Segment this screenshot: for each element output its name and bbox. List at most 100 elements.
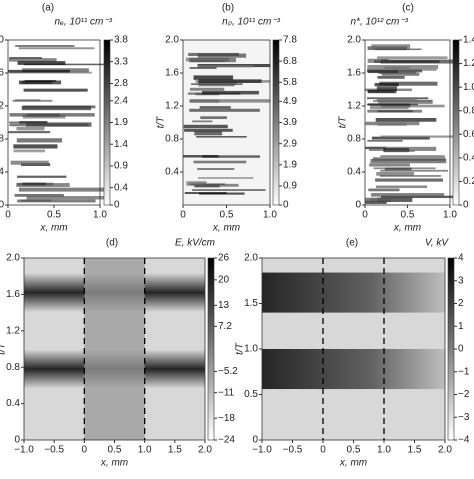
streak bbox=[383, 150, 415, 152]
streak bbox=[188, 52, 239, 56]
streak bbox=[202, 155, 261, 158]
colorbar-label: n*, 10¹² cm⁻³ bbox=[350, 17, 408, 28]
streak bbox=[22, 114, 66, 119]
streak bbox=[184, 128, 233, 132]
colorbar-tick-label: 0.2 bbox=[463, 176, 474, 187]
streak bbox=[189, 57, 236, 63]
colorbar-tick-label: 0.9 bbox=[283, 181, 297, 192]
x-axis-label: x, mm bbox=[212, 223, 240, 234]
y-tick-label: 2.0 bbox=[165, 35, 179, 46]
y-tick-label: 0 bbox=[355, 200, 361, 211]
streak bbox=[189, 87, 225, 91]
streak bbox=[21, 199, 52, 202]
x-axis-label: x, mm bbox=[393, 223, 421, 234]
streak bbox=[9, 113, 95, 117]
streak bbox=[197, 168, 235, 170]
streak bbox=[383, 148, 410, 153]
streak bbox=[18, 47, 95, 50]
colorbar-tick-label: 1.0 bbox=[463, 82, 474, 93]
colorbar-tick-label: −2 bbox=[458, 389, 470, 400]
streak bbox=[22, 182, 46, 186]
colorbar-tick-label: 2.9 bbox=[283, 138, 297, 149]
x-tick-label: 1.5 bbox=[168, 445, 182, 456]
y-tick-label: 0.8 bbox=[165, 134, 179, 145]
y-axis-label: t/T bbox=[338, 116, 349, 129]
streak bbox=[17, 61, 66, 65]
colorbar-tick-label: 3.8 bbox=[114, 35, 128, 46]
streak bbox=[189, 108, 260, 112]
streak bbox=[377, 197, 413, 202]
colorbar-tick-label: 2.4 bbox=[114, 95, 128, 106]
streak bbox=[367, 139, 403, 142]
y-axis-label: t/T bbox=[235, 342, 246, 355]
colorbar-tick-label: 0.9 bbox=[114, 161, 128, 172]
streak bbox=[375, 178, 444, 182]
x-tick-label: −1.0 bbox=[14, 445, 34, 456]
colorbar-tick-label: 0 bbox=[463, 200, 469, 211]
x-tick-label: 2.0 bbox=[438, 445, 452, 456]
streak bbox=[198, 83, 235, 87]
x-tick-label: 1.5 bbox=[408, 445, 422, 456]
streak bbox=[381, 72, 420, 76]
y-tick-label: 1.0 bbox=[244, 344, 258, 355]
colorbar-tick-label: 4.9 bbox=[283, 96, 297, 107]
colorbar bbox=[207, 257, 215, 441]
streak bbox=[371, 193, 445, 197]
streak bbox=[24, 80, 56, 82]
colorbar-tick-label: 7.2 bbox=[218, 321, 232, 332]
colorbar-tick-label: 0 bbox=[458, 344, 464, 355]
streak bbox=[380, 195, 457, 199]
streak bbox=[379, 175, 442, 177]
colorbar-tick-label: −5.2 bbox=[218, 366, 238, 377]
colorbar-tick-label: 1.9 bbox=[283, 159, 297, 170]
colorbar bbox=[103, 39, 111, 206]
y-tick-label: 0 bbox=[252, 435, 258, 446]
streak bbox=[196, 183, 239, 187]
streak bbox=[367, 69, 437, 71]
streak bbox=[369, 104, 409, 110]
streak bbox=[200, 116, 227, 120]
colorbar-tick-label: 3.3 bbox=[114, 56, 128, 67]
x-axis-label: x, mm bbox=[39, 223, 67, 234]
colorbar-label: V, kV bbox=[425, 238, 449, 249]
x-tick-label: 0 bbox=[362, 210, 368, 221]
panel: 0 0.5 1.0 0 0.4 0.8 1.2 1.6 2.0 x, mm t/T (c) n*, 10… bbox=[338, 3, 474, 234]
colorbar-tick-label: 1.4 bbox=[114, 139, 128, 150]
y-tick-label: 0.8 bbox=[0, 134, 4, 145]
streak bbox=[375, 118, 437, 122]
streak bbox=[9, 71, 92, 74]
streak bbox=[26, 196, 105, 200]
colorbar-tick-label: −18 bbox=[218, 413, 235, 424]
colorbar bbox=[272, 39, 280, 206]
colorbar-label: nₑ, 10¹¹ cm⁻³ bbox=[55, 17, 113, 28]
x-axis-label: x, mm bbox=[100, 458, 128, 469]
colorbar bbox=[447, 257, 455, 441]
streak bbox=[377, 122, 407, 126]
streak bbox=[189, 67, 217, 69]
streak bbox=[376, 171, 414, 176]
streak bbox=[197, 65, 254, 68]
streak bbox=[376, 86, 398, 91]
streak bbox=[17, 199, 96, 203]
colorbar-tick-label: 20 bbox=[218, 274, 230, 285]
streak bbox=[380, 169, 449, 172]
streak bbox=[198, 177, 254, 179]
colorbar-tick-label: 0.4 bbox=[463, 152, 474, 163]
colorbar-label: nₚ, 10¹¹ cm⁻³ bbox=[222, 17, 281, 28]
x-axis-label: x, mm bbox=[339, 458, 367, 469]
streak bbox=[8, 131, 51, 134]
streak bbox=[376, 98, 417, 102]
colorbar-tick-label: 0.6 bbox=[463, 129, 474, 140]
x-tick-label: 0.5 bbox=[401, 210, 415, 221]
y-tick-label: 0.4 bbox=[347, 167, 361, 178]
colorbar-tick-label: 1.9 bbox=[114, 117, 128, 128]
y-tick-label: 0.8 bbox=[347, 134, 361, 145]
y-tick-label: 1.6 bbox=[6, 289, 20, 300]
streak bbox=[18, 80, 62, 85]
y-tick-label: 0.4 bbox=[6, 398, 20, 409]
y-tick-label: 1.2 bbox=[347, 101, 361, 112]
streak bbox=[377, 110, 413, 113]
streak bbox=[193, 75, 234, 80]
streak bbox=[374, 82, 399, 87]
streak bbox=[10, 160, 49, 165]
